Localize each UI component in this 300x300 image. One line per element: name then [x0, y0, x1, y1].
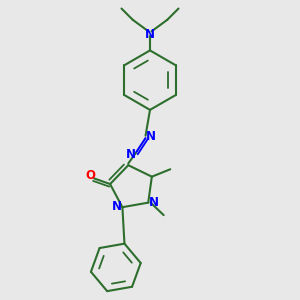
- Text: N: N: [112, 200, 122, 213]
- Text: N: N: [148, 196, 159, 208]
- Text: N: N: [145, 28, 155, 40]
- Text: N: N: [126, 148, 136, 161]
- Text: O: O: [86, 169, 96, 182]
- Text: N: N: [146, 130, 156, 143]
